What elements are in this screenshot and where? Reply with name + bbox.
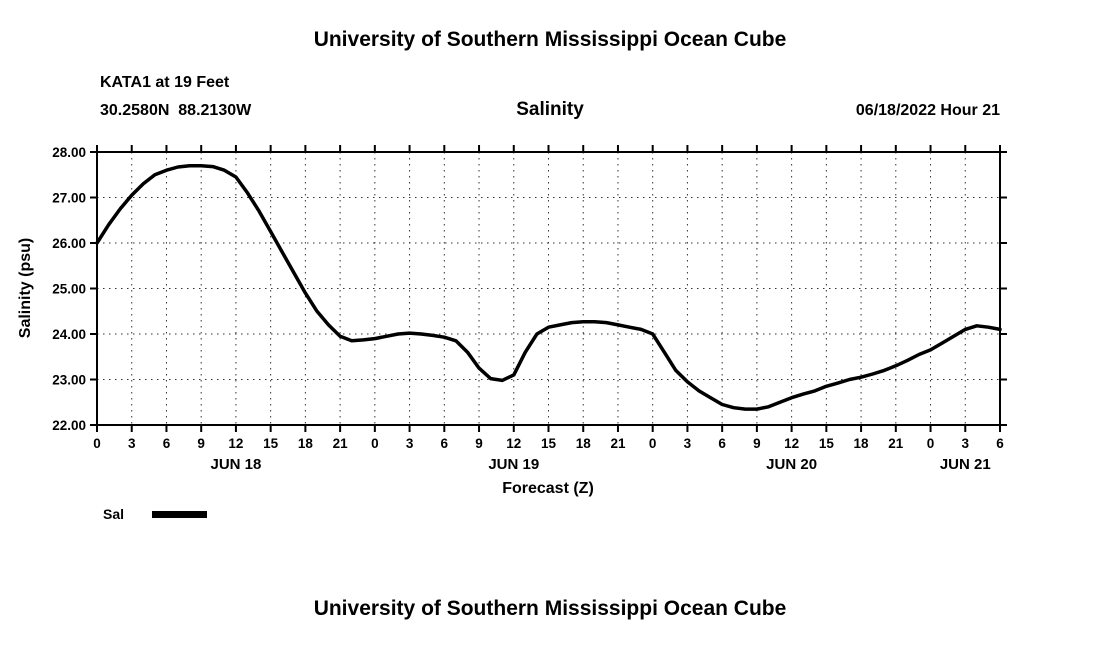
svg-text:15: 15 [541, 436, 557, 451]
svg-text:6: 6 [441, 436, 449, 451]
svg-text:18: 18 [298, 436, 314, 451]
svg-text:JUN 18: JUN 18 [210, 456, 261, 473]
svg-text:3: 3 [128, 436, 136, 451]
svg-text:12: 12 [784, 436, 799, 451]
svg-text:24.00: 24.00 [52, 327, 86, 342]
y-axis-title: Salinity (psu) [17, 237, 34, 339]
svg-text:9: 9 [475, 436, 483, 451]
datetime-label: 06/18/2022 Hour 21 [855, 102, 1000, 119]
svg-text:6: 6 [996, 436, 1004, 451]
plot-title: Salinity [516, 99, 584, 120]
svg-text:6: 6 [718, 436, 726, 451]
svg-text:0: 0 [371, 436, 379, 451]
page-title-bottom: University of Southern Mississippi Ocean… [313, 597, 787, 620]
svg-text:25.00: 25.00 [52, 282, 86, 297]
svg-text:22.00: 22.00 [52, 418, 86, 433]
grid [97, 152, 1000, 425]
svg-text:6: 6 [163, 436, 171, 451]
y-tick-labels: 22.00 23.00 24.00 25.00 26.00 27.00 28.00 [52, 145, 86, 433]
svg-text:JUN 21: JUN 21 [940, 456, 991, 473]
x-day-labels: JUN 18 JUN 19 JUN 20 JUN 21 [210, 456, 990, 473]
svg-text:23.00: 23.00 [52, 373, 86, 388]
svg-text:18: 18 [576, 436, 592, 451]
legend: Sal [103, 506, 208, 522]
axis-ticks [90, 145, 1007, 432]
series-line-sal [95, 163, 1002, 411]
svg-text:21: 21 [333, 436, 349, 451]
x-tick-labels: 0 3 6 9 12 15 18 21 0 3 6 9 12 15 18 21 0 3 6 9 12 15 18 21 0 3 6 [93, 436, 1004, 451]
legend-line-swatch [152, 510, 208, 518]
svg-text:15: 15 [819, 436, 835, 451]
svg-text:15: 15 [263, 436, 279, 451]
svg-text:JUN 19: JUN 19 [488, 456, 539, 473]
svg-text:0: 0 [649, 436, 657, 451]
svg-text:3: 3 [962, 436, 970, 451]
svg-text:9: 9 [197, 436, 205, 451]
svg-text:3: 3 [406, 436, 414, 451]
svg-text:28.00: 28.00 [52, 145, 86, 160]
svg-text:JUN 20: JUN 20 [766, 456, 817, 473]
svg-text:3: 3 [684, 436, 692, 451]
svg-text:0: 0 [93, 436, 101, 451]
station-label: KATA1 at 19 Feet [100, 74, 230, 91]
svg-text:0: 0 [927, 436, 935, 451]
svg-text:26.00: 26.00 [52, 236, 86, 251]
svg-text:21: 21 [610, 436, 626, 451]
x-axis-title: Forecast (Z) [502, 480, 594, 497]
legend-label: Sal [103, 506, 125, 522]
page-title-top: University of Southern Mississippi Ocean… [313, 28, 787, 51]
svg-text:18: 18 [854, 436, 870, 451]
svg-text:21: 21 [888, 436, 904, 451]
svg-text:12: 12 [506, 436, 521, 451]
svg-text:27.00: 27.00 [52, 191, 86, 206]
svg-text:9: 9 [753, 436, 761, 451]
svg-text:12: 12 [228, 436, 243, 451]
coordinates-label: 30.2580N 88.2130W [100, 102, 252, 119]
